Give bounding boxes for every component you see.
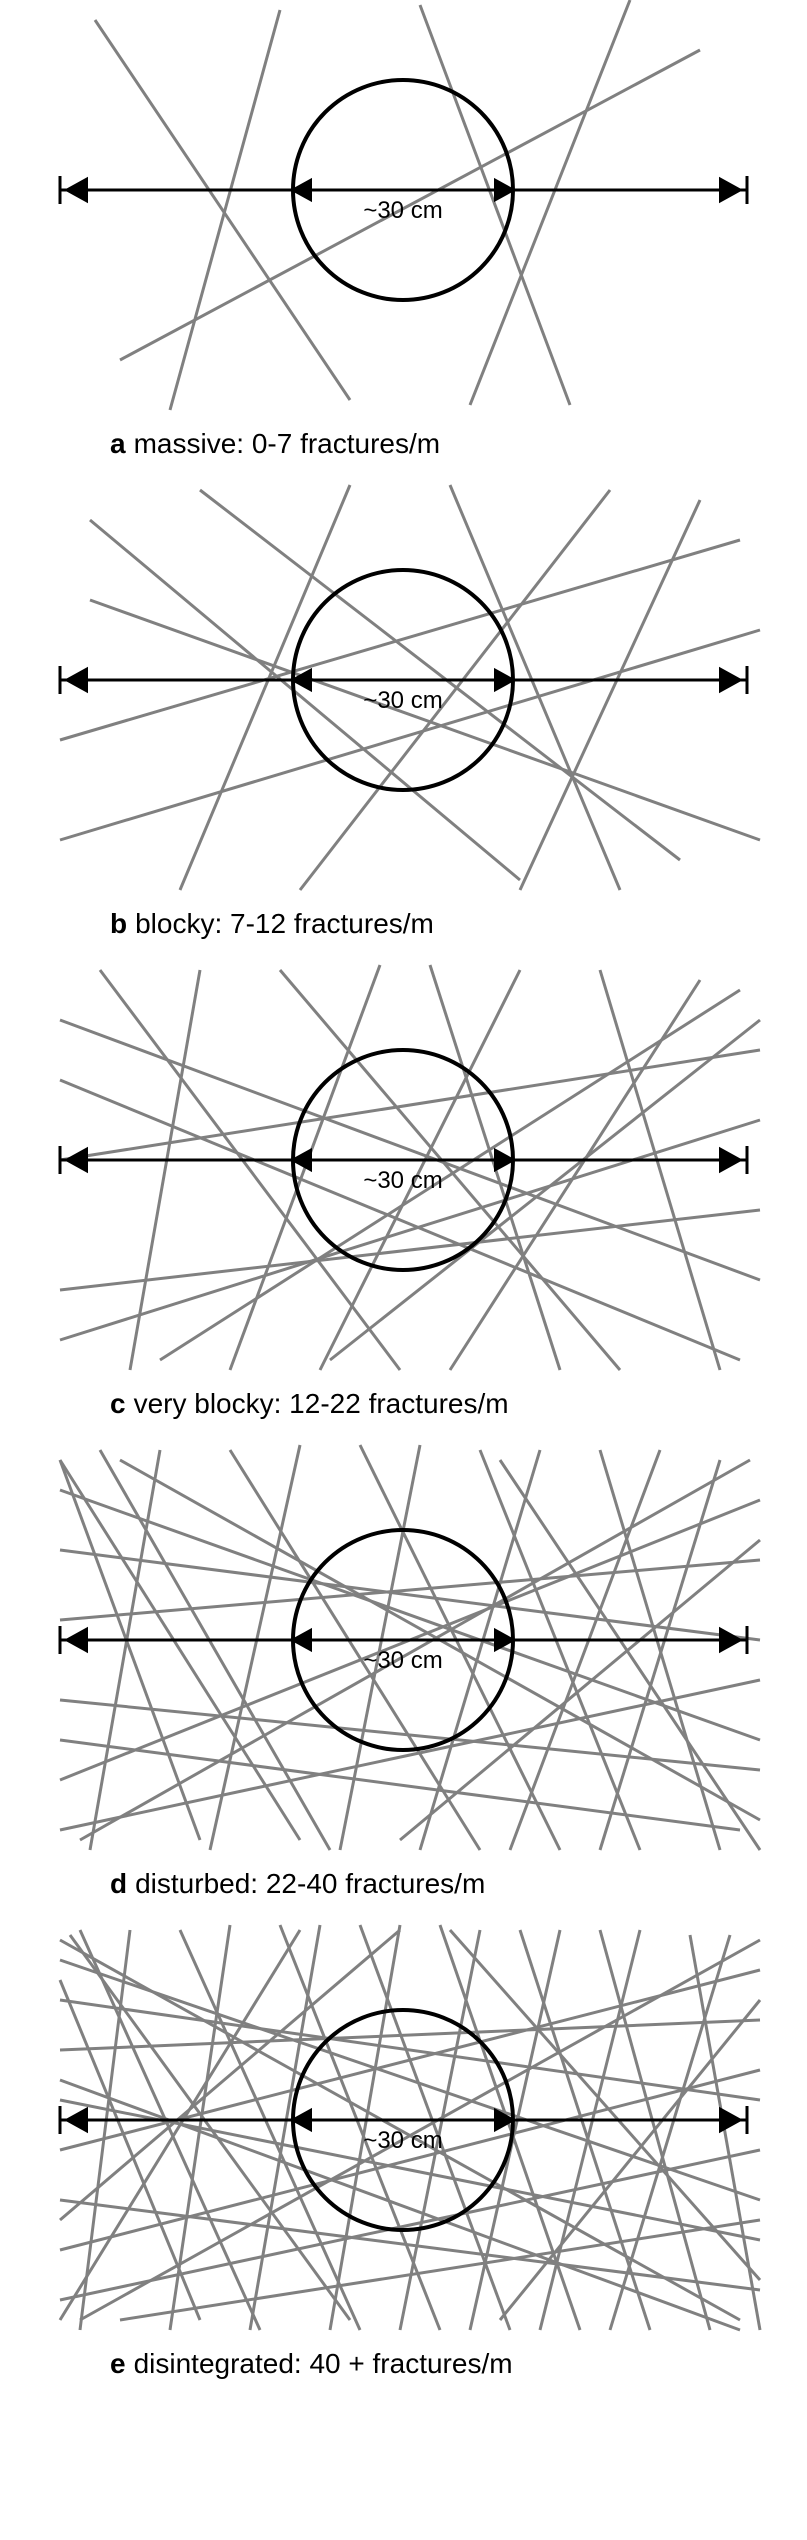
caption-c: c very blocky: 12-22 fractures/m (0, 1380, 807, 1440)
caption-letter: d (110, 1868, 127, 1899)
panel-c: ~30 cm c very blocky: 12-22 fractures/m (0, 960, 807, 1440)
caption-letter: a (110, 428, 126, 459)
diagram-a: ~30 cm (0, 0, 807, 420)
panel-d: ~30 cm d disturbed: 22-40 fractures/m (0, 1440, 807, 1920)
scale-label: ~30 cm (363, 2127, 442, 2154)
scale-label: ~30 cm (363, 197, 442, 224)
scale-label: ~30 cm (363, 1647, 442, 1674)
scale-label: ~30 cm (363, 687, 442, 714)
panel-b: ~30 cm b blocky: 7-12 fractures/m (0, 480, 807, 960)
caption-d: d disturbed: 22-40 fractures/m (0, 1860, 807, 1920)
caption-text: very blocky: 12-22 fractures/m (134, 1388, 509, 1419)
diagram-b: ~30 cm (0, 480, 807, 900)
diagram-e: ~30 cm (0, 1920, 807, 2340)
caption-e: e disintegrated: 40 + fractures/m (0, 2340, 807, 2400)
caption-b: b blocky: 7-12 fractures/m (0, 900, 807, 960)
fracture-density-figure: ~30 cm a massive: 0-7 fractures/m ~30 cm bbl… (0, 0, 807, 2400)
scale-label: ~30 cm (363, 1167, 442, 1194)
caption-text: massive: 0-7 fractures/m (134, 428, 441, 459)
panel-a: ~30 cm a massive: 0-7 fractures/m (0, 0, 807, 480)
caption-letter: e (110, 2348, 126, 2379)
diagram-c: ~30 cm (0, 960, 807, 1380)
panel-e: ~30 cm e disintegrated: 40 + fractures/m (0, 1920, 807, 2400)
caption-letter: b (110, 908, 127, 939)
caption-letter: c (110, 1388, 126, 1419)
caption-text: disturbed: 22-40 fractures/m (135, 1868, 485, 1899)
caption-a: a massive: 0-7 fractures/m (0, 420, 807, 480)
caption-text: disintegrated: 40 + fractures/m (134, 2348, 513, 2379)
diagram-d: ~30 cm (0, 1440, 807, 1860)
caption-text: blocky: 7-12 fractures/m (135, 908, 434, 939)
